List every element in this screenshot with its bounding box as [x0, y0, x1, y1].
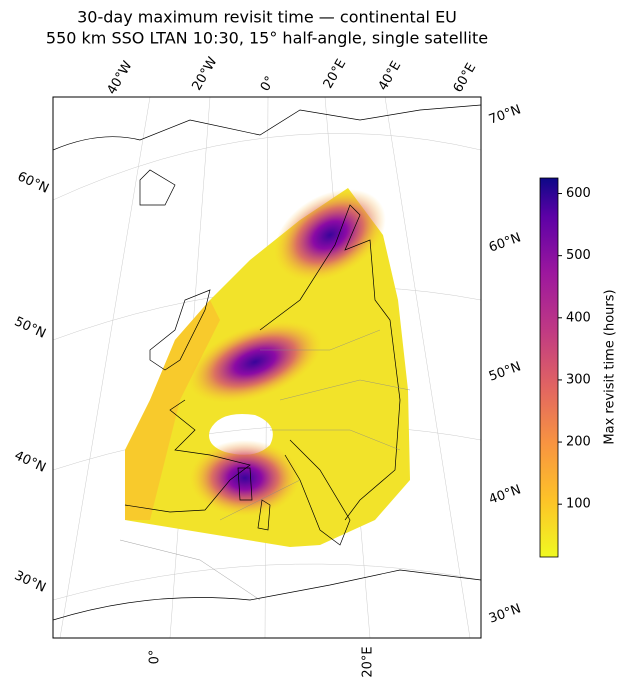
- graticule-label: 20°E: [361, 646, 376, 677]
- borders: [119, 329, 411, 601]
- colorbar-tick-label: 200: [566, 435, 591, 450]
- graticule-label: 40°E: [376, 59, 405, 94]
- graticule-label: 30°N: [12, 568, 48, 595]
- colorbar-tick-label: 400: [566, 310, 591, 325]
- colorbar: [539, 177, 559, 558]
- graticule-label: 40°N: [487, 482, 523, 507]
- colorbar-tick-label: 500: [566, 248, 591, 263]
- high-revisit: [190, 440, 300, 516]
- colorbar-tick-label: 100: [566, 497, 591, 512]
- colorbar-label: Max revisit time (hours): [603, 289, 618, 444]
- chart-subtitle: 550 km SSO LTAN 10:30, 15° half-angle, s…: [46, 29, 488, 48]
- graticule-label: 60°E: [451, 61, 480, 96]
- graticule-label: 20°W: [190, 55, 221, 94]
- map-frame: [52, 96, 482, 639]
- graticule-label: 40°W: [105, 59, 136, 98]
- colorbar-tick-label: 300: [566, 372, 591, 387]
- graticule-label: 20°E: [321, 57, 350, 92]
- graticule-label: 60°N: [15, 169, 51, 196]
- graticule-label: 50°N: [12, 314, 48, 341]
- chart-title: 30-day maximum revisit time — continenta…: [77, 8, 457, 27]
- graticule-label: 70°N: [487, 102, 523, 127]
- coverage-edge: [125, 300, 220, 520]
- graticule-label: 0°: [148, 650, 163, 665]
- map: [53, 97, 481, 638]
- graticule-label: 0°: [258, 74, 278, 94]
- graticule-label: 50°N: [487, 359, 523, 384]
- graticule-label: 60°N: [487, 230, 523, 255]
- graticule-label: 40°N: [12, 448, 48, 475]
- high-revisit: [274, 189, 386, 281]
- colorbar-tick-label: 600: [566, 186, 591, 201]
- coastline: [53, 104, 481, 621]
- high-revisit: [188, 321, 322, 403]
- graticule-label: 30°N: [487, 601, 523, 626]
